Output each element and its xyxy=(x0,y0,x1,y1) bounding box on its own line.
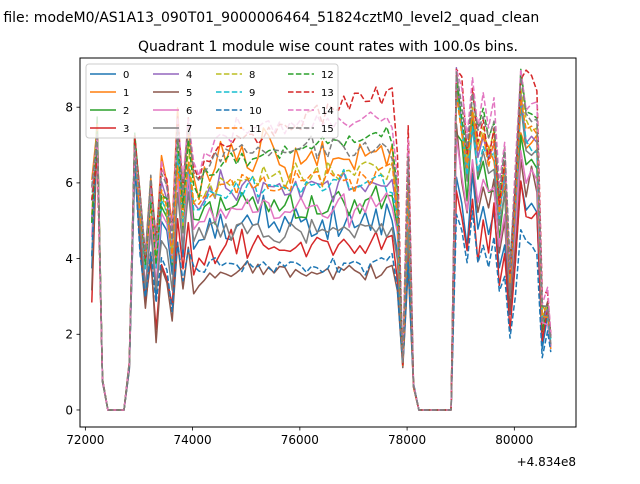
legend-label-13: 13 xyxy=(321,88,334,99)
series-line-10 xyxy=(91,126,552,411)
y-tick-label: 8 xyxy=(65,101,73,115)
y-tick-label: 2 xyxy=(65,328,73,342)
legend-label-15: 15 xyxy=(321,124,334,135)
legend-label-11: 11 xyxy=(249,124,262,135)
legend-label-1: 1 xyxy=(123,88,129,99)
legend-label-14: 14 xyxy=(321,106,334,117)
legend-label-5: 5 xyxy=(186,88,192,99)
series-line-11 xyxy=(91,93,552,411)
x-tick-label: 72000 xyxy=(66,433,104,447)
legend-label-12: 12 xyxy=(321,70,334,81)
legend-label-4: 4 xyxy=(186,70,192,81)
legend-label-2: 2 xyxy=(123,106,129,117)
chart-title: Quadrant 1 module wise count rates with … xyxy=(138,39,518,55)
series-line-0 xyxy=(91,131,552,411)
y-tick-label: 4 xyxy=(65,252,73,266)
legend-box xyxy=(85,63,339,139)
y-axis: 0 2 4 6 8 xyxy=(65,101,80,417)
legend-label-7: 7 xyxy=(186,124,192,135)
x-axis-offset-label: +4.834e8 xyxy=(517,455,576,469)
legend-label-10: 10 xyxy=(249,106,262,117)
legend-label-3: 3 xyxy=(123,124,129,135)
x-tick-label: 76000 xyxy=(281,433,319,447)
x-tick-label: 80000 xyxy=(495,433,533,447)
legend-label-0: 0 xyxy=(123,70,129,81)
legend-label-9: 9 xyxy=(249,88,255,99)
series-line-15 xyxy=(91,71,552,411)
y-tick-label: 6 xyxy=(65,176,73,190)
plot-frame xyxy=(79,57,577,428)
x-tick-label: 74000 xyxy=(174,433,212,447)
legend-label-8: 8 xyxy=(249,70,255,81)
x-axis: 72000 74000 76000 78000 80000 xyxy=(66,427,533,447)
figure-suptitle: n file: modeM0/AS1A13_090T01_9000006464_… xyxy=(0,10,539,26)
series-line-6 xyxy=(91,130,552,411)
x-tick-label: 78000 xyxy=(388,433,426,447)
legend-label-6: 6 xyxy=(186,106,192,117)
y-tick-label: 0 xyxy=(65,403,73,417)
